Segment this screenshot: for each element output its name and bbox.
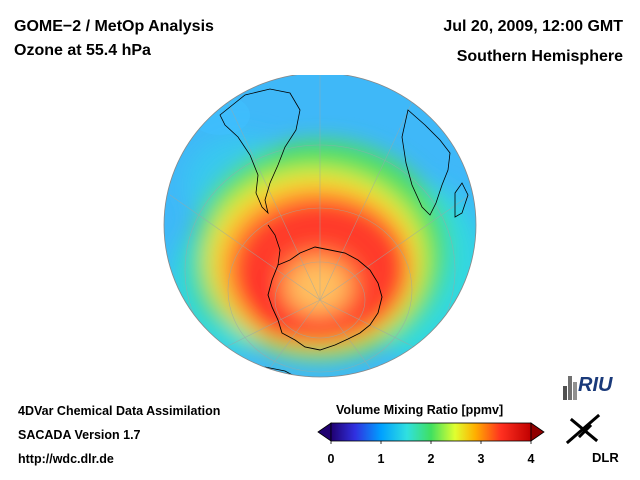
coastline-antarctic-peninsula	[267, 224, 281, 266]
coastline-new-zealand	[179, 301, 189, 321]
colorbar-gradient	[330, 422, 532, 442]
footer-url[interactable]: http://wdc.dlr.de	[18, 452, 114, 466]
footer-method: 4DVar Chemical Data Assimilation	[18, 404, 221, 418]
riu-logo-text: RIU	[578, 374, 613, 396]
ozone-map-globe	[163, 75, 477, 378]
date-label: Jul 20, 2009, 12:00 GMT	[443, 18, 623, 35]
colorbar-tick-label-0: 0	[327, 452, 335, 466]
footer-version: SACADA Version 1.7	[18, 428, 141, 442]
ozone-field	[164, 75, 476, 377]
coastline-south-america	[219, 88, 301, 215]
title-level: Ozone at 55.4 hPa	[14, 42, 151, 59]
dlr-logo-text: DLR	[592, 450, 619, 465]
title-instrument: GOME−2 / MetOp Analysis	[14, 18, 214, 35]
coastline-africa	[401, 109, 451, 216]
colorbar-title: Volume Mixing Ratio [ppmv]	[336, 403, 504, 417]
riu-logo-icon	[563, 376, 577, 400]
colorbar-min-arrow	[317, 422, 332, 442]
dlr-logo-icon	[565, 413, 601, 445]
coastline-madagascar	[454, 182, 469, 218]
colorbar-tick-label-1: 1	[377, 452, 385, 466]
coastline-antarctica	[267, 246, 383, 351]
colorbar-tick-label-3: 3	[477, 452, 485, 466]
colorbar-tick-label-4: 4	[527, 452, 535, 466]
colorbar-tick-label-2: 2	[427, 452, 435, 466]
hemisphere-label: Southern Hemisphere	[456, 48, 623, 65]
colorbar-max-arrow	[530, 422, 545, 442]
colorbar	[317, 422, 545, 444]
